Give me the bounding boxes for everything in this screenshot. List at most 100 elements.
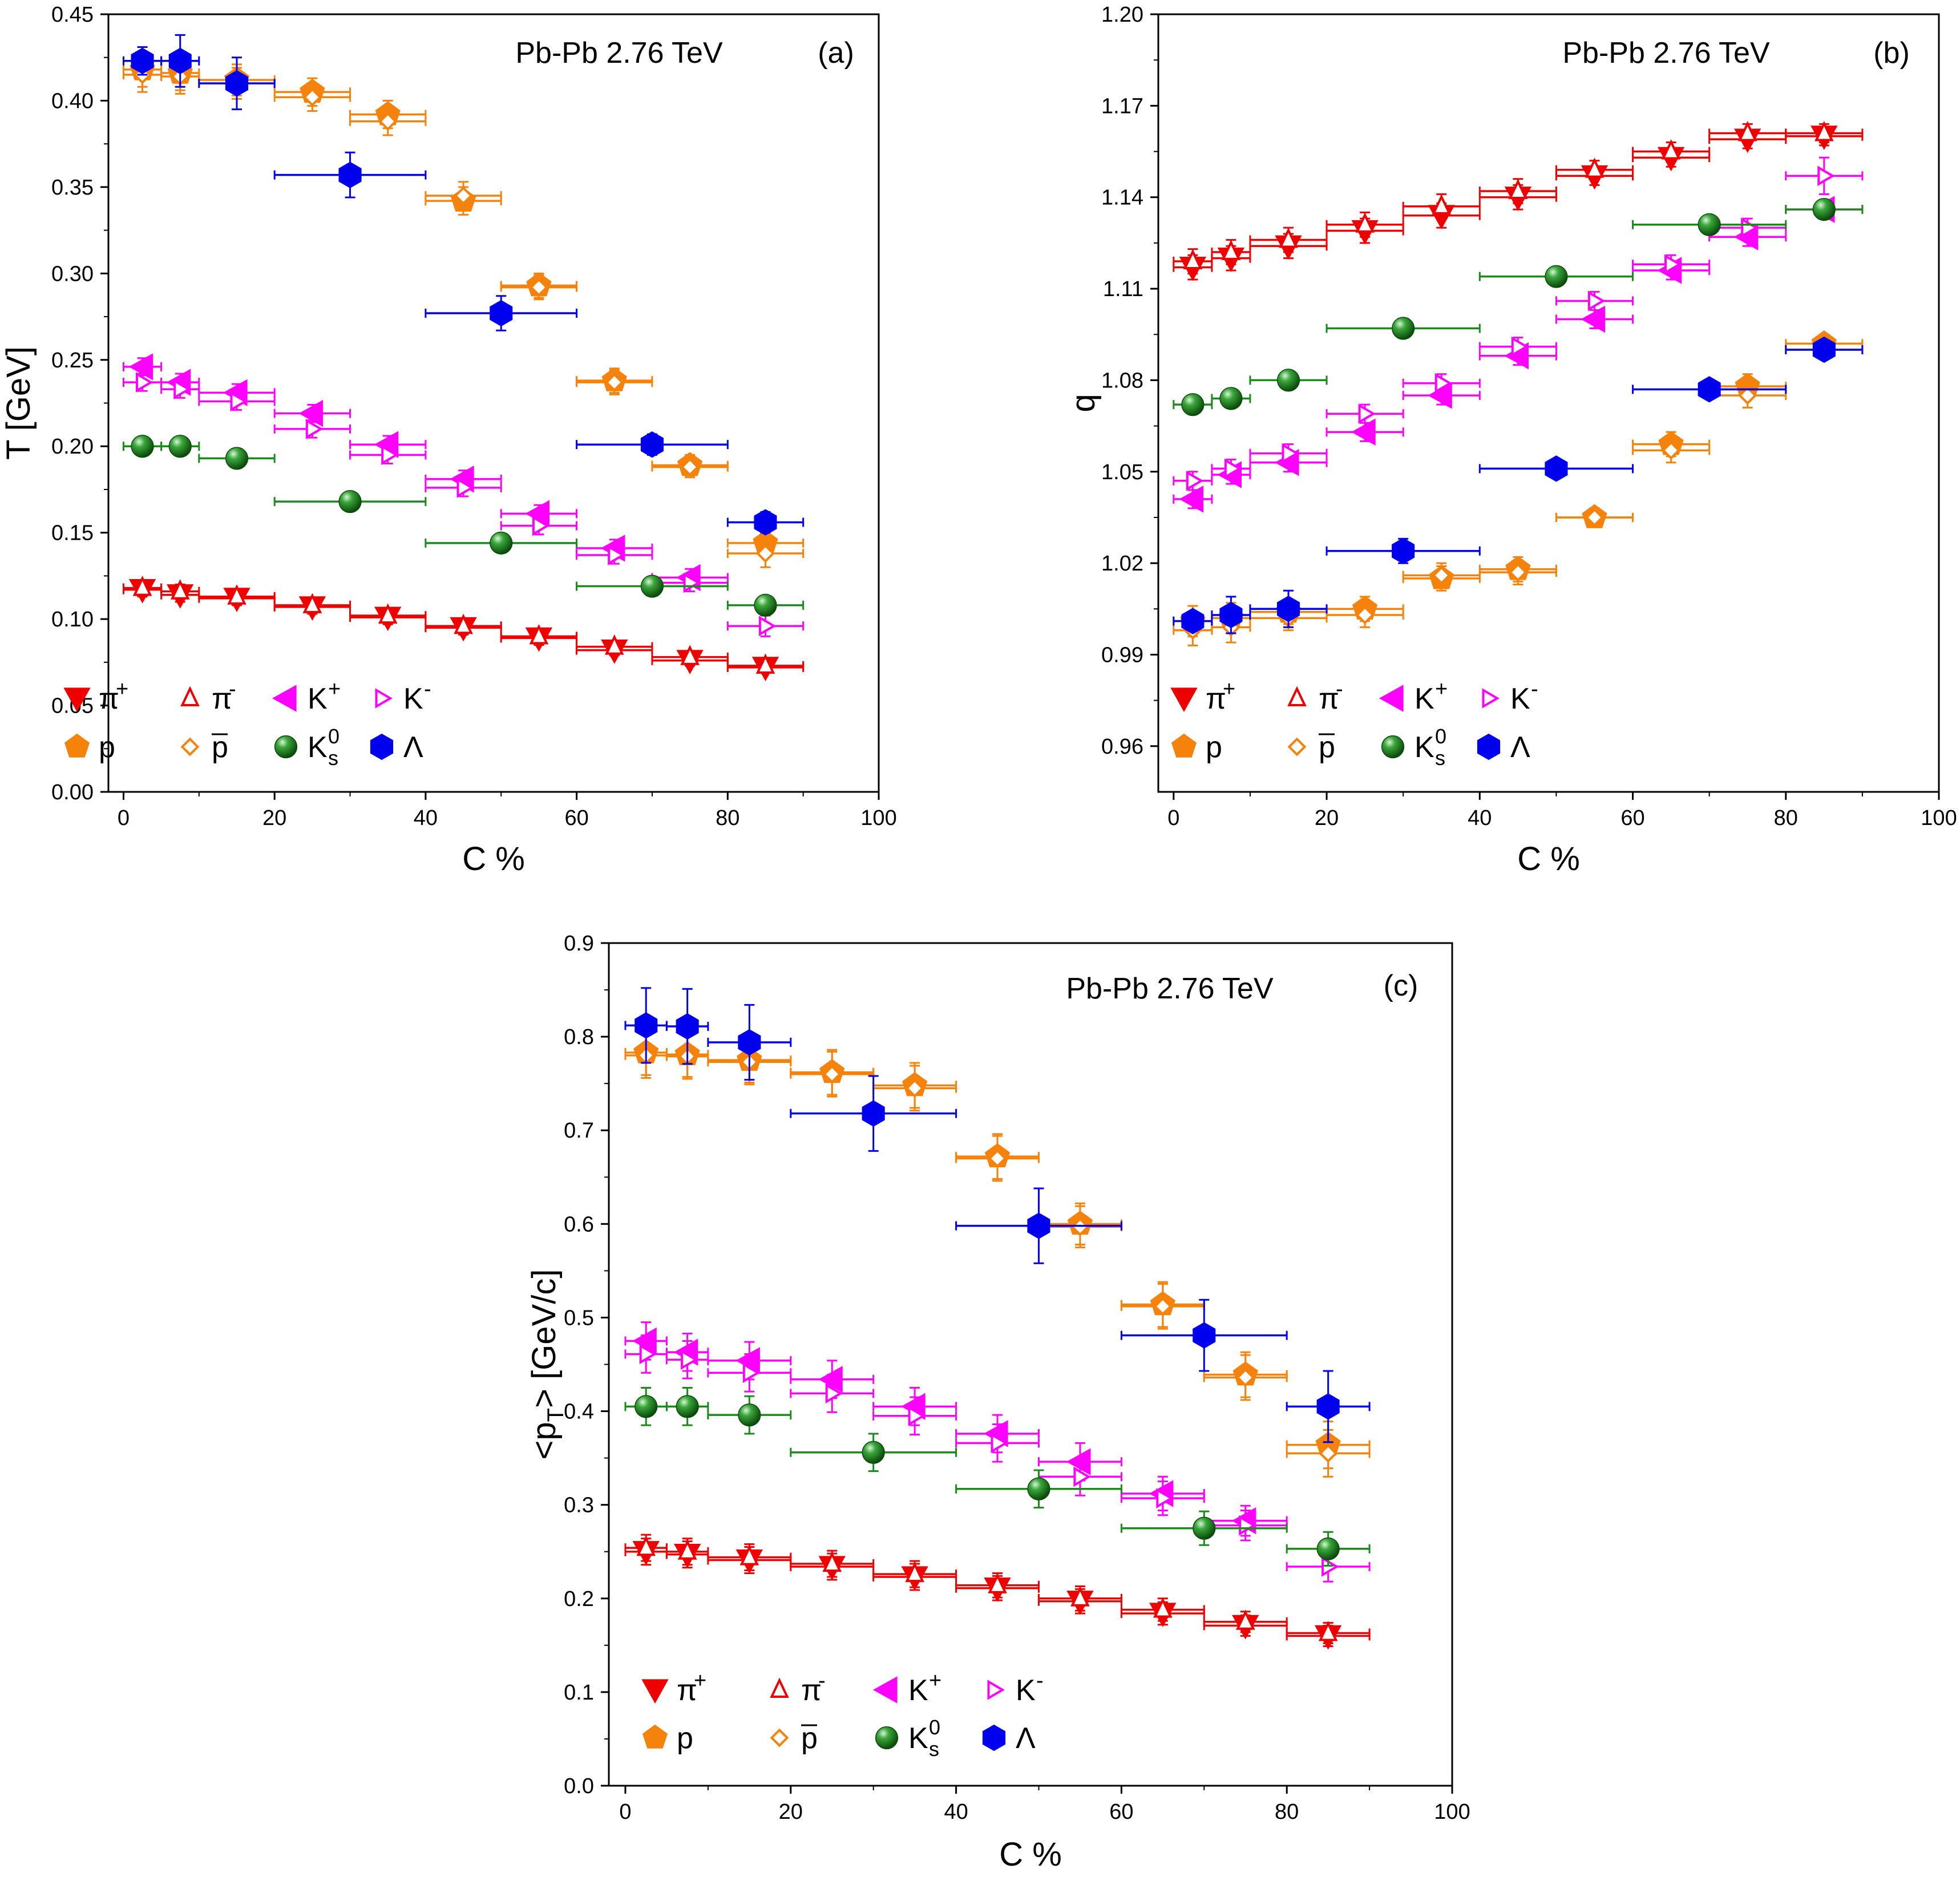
y-tick-label: 1.11	[1103, 277, 1143, 301]
x-tick-label: 0	[118, 806, 130, 830]
legend-label-k_plus: K +	[908, 1669, 941, 1707]
data-point	[1661, 139, 1681, 160]
data-point	[1224, 458, 1242, 479]
data-point	[680, 645, 700, 665]
data-point	[676, 1013, 699, 1040]
legend-marker	[1287, 686, 1307, 706]
series-p	[1173, 330, 1864, 637]
y-tick-label: 0.6	[564, 1212, 594, 1236]
data-point	[338, 490, 362, 513]
data-point	[378, 112, 398, 131]
legend-marker	[180, 686, 200, 706]
data-point	[490, 300, 513, 327]
data-point	[1812, 336, 1836, 363]
x-axis-label: C %	[462, 840, 525, 877]
legend-superscript: +	[116, 677, 128, 701]
data-point	[454, 186, 473, 205]
data-point	[1153, 1297, 1173, 1316]
data-point	[532, 515, 550, 536]
legend-marker	[872, 1676, 898, 1704]
y-tick-label: 0.99	[1101, 643, 1143, 667]
legend-marker	[180, 737, 200, 757]
collision-system-annotation: Pb-Pb 2.76 TeV	[1562, 37, 1770, 70]
legend-superscript: -	[818, 1669, 826, 1693]
legend-label-p: p	[1206, 731, 1222, 764]
legend-marker	[641, 1679, 669, 1704]
legend-label-p: p	[99, 731, 115, 764]
x-axis-label: C %	[1517, 840, 1580, 877]
series-lambda	[122, 34, 805, 536]
panel-c-mean-pt: 0 20 40 60 80 100 0.0 0.1 0.2 0.3 0.4 0.5 0.6 0.7 0.8 0…	[526, 932, 1470, 1873]
y-tick-label: 0.20	[51, 435, 94, 459]
data-point	[1581, 305, 1606, 333]
legend-superscript: -	[424, 677, 431, 701]
data-point	[302, 593, 322, 613]
y-tick-label: 0.15	[51, 521, 94, 545]
data-point	[1276, 596, 1300, 622]
legend-text: p	[1206, 731, 1222, 764]
y-tick-label: 0.5	[564, 1306, 594, 1330]
legend-text: π	[99, 682, 119, 715]
data-point	[230, 391, 248, 412]
legend-superscript: +	[694, 1669, 706, 1693]
data-point	[378, 603, 398, 624]
data-point	[1183, 249, 1203, 269]
data-point	[818, 1366, 843, 1393]
legend: π+ π- K + K -p p K 0s Λ	[641, 1669, 1044, 1761]
series-p	[624, 1029, 1371, 1470]
x-tick-label: 0	[1167, 806, 1179, 830]
x-tick-label: 60	[1620, 806, 1644, 830]
data-point	[1316, 1537, 1340, 1560]
legend-label-pi_plus: π+	[1206, 677, 1235, 715]
data-point	[529, 624, 549, 645]
legend-label-pi_minus: π-	[801, 1669, 826, 1707]
y-tick-label: 0.96	[1101, 735, 1143, 759]
data-point	[1432, 566, 1451, 585]
x-tick-label: 100	[1434, 1800, 1470, 1824]
legend-superscript: +	[929, 1669, 941, 1693]
data-point	[454, 613, 473, 634]
legend-marker	[272, 685, 297, 712]
data-point	[1181, 608, 1205, 634]
legend-text: K	[308, 682, 328, 715]
data-point	[1239, 1515, 1256, 1536]
series-pi_minus	[1173, 120, 1864, 274]
series-lambda	[1173, 336, 1864, 634]
data-point	[1737, 120, 1757, 141]
data-point	[132, 576, 152, 596]
legend-text: Λ	[1016, 1722, 1036, 1755]
data-point	[1545, 455, 1568, 482]
data-point	[635, 1395, 658, 1418]
legend-label-k_minus: K-	[1016, 1669, 1044, 1707]
collision-system-annotation: Pb-Pb 2.76 TeV	[515, 37, 723, 70]
data-point	[905, 1078, 924, 1098]
legend-label-k_plus: K +	[1415, 677, 1448, 715]
panel-label: (b)	[1873, 37, 1910, 70]
data-point	[742, 1362, 761, 1384]
data-point	[635, 1012, 658, 1039]
data-point	[1193, 1516, 1216, 1540]
legend-marker	[64, 733, 90, 758]
data-point	[755, 653, 775, 674]
data-point	[738, 1403, 761, 1427]
data-point	[1236, 1368, 1255, 1387]
legend-text: K	[1415, 731, 1434, 764]
plot-frame	[1157, 13, 1940, 793]
legend-marker	[1171, 733, 1197, 758]
legend-marker	[1379, 685, 1404, 712]
data-point	[1219, 601, 1243, 629]
legend-text: K	[1510, 682, 1530, 715]
data-point	[680, 458, 700, 477]
data-point	[1508, 563, 1527, 582]
data-point	[1738, 386, 1757, 405]
y-axis-label: q	[1065, 394, 1102, 412]
data-point	[1812, 197, 1836, 221]
legend-label-pbar: p	[212, 731, 228, 764]
data-point	[754, 509, 777, 536]
data-point	[1392, 317, 1415, 340]
data-point	[988, 1573, 1007, 1593]
data-point	[529, 278, 548, 297]
data-point	[738, 1029, 761, 1056]
y-tick-label: 0.00	[51, 780, 94, 804]
data-point	[822, 1551, 842, 1572]
